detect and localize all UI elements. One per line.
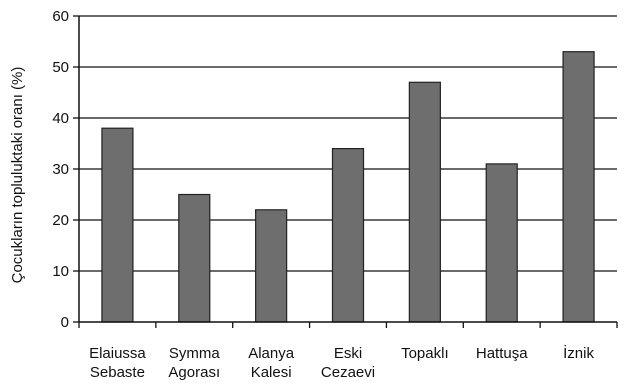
y-tick-label: 50 bbox=[52, 59, 69, 76]
y-tick-labels: 0 10 20 30 40 50 60 bbox=[52, 8, 69, 331]
bar bbox=[331, 148, 365, 323]
bar bbox=[255, 209, 288, 323]
x-category-label: Eski bbox=[334, 345, 362, 362]
bar bbox=[101, 127, 134, 323]
y-tick-label: 40 bbox=[52, 110, 69, 127]
y-tick-label: 20 bbox=[52, 212, 69, 229]
y-axis-title: Çocukların topluluktaki oranı (%) bbox=[9, 67, 26, 284]
x-category-label: Alanya bbox=[248, 345, 295, 362]
x-category-label: Symma bbox=[169, 345, 220, 362]
x-category-label: Kalesi bbox=[251, 364, 292, 380]
y-tick-label: 60 bbox=[52, 8, 69, 25]
x-category-label: Hattuşa bbox=[476, 345, 528, 362]
bar bbox=[178, 193, 211, 323]
x-category-label: Cezaevi bbox=[321, 364, 375, 380]
bars bbox=[101, 51, 595, 323]
bar bbox=[408, 81, 441, 323]
x-category-label: Elaiussa bbox=[89, 345, 146, 362]
x-category-label: Sebaste bbox=[90, 364, 145, 380]
y-tick-label: 10 bbox=[52, 263, 69, 280]
x-category-label: İznik bbox=[563, 344, 594, 362]
y-tick-label: 30 bbox=[52, 161, 69, 178]
x-category-labels: Elaiussa Sebaste Symma Agorası Alanya Kalesi E… bbox=[89, 344, 594, 381]
axes bbox=[73, 15, 618, 328]
y-tick-label: 0 bbox=[61, 314, 69, 331]
bar bbox=[485, 163, 518, 323]
x-category-label: Agorası bbox=[168, 364, 220, 380]
x-category-label: Topaklı bbox=[401, 345, 449, 362]
bar bbox=[562, 51, 595, 323]
